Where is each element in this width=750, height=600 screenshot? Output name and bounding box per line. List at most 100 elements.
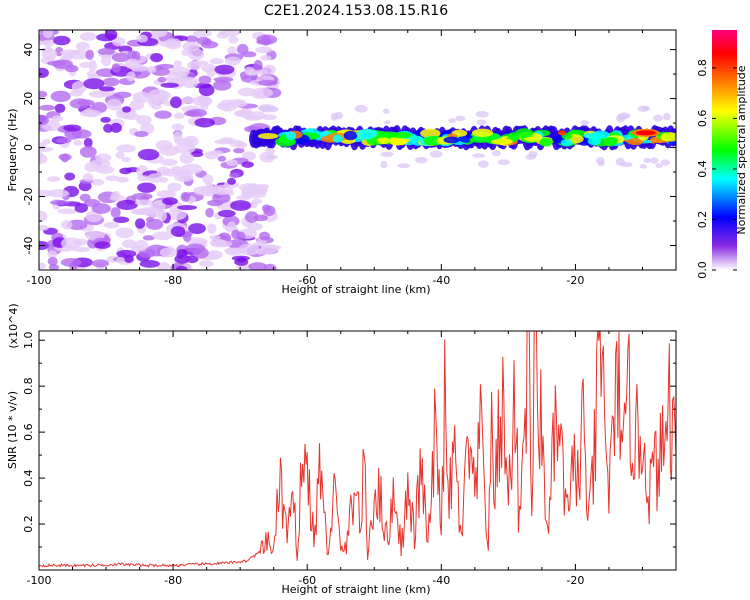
heatmap-halo-cell [618,112,631,120]
heatmap-noise-cell [216,31,229,39]
heatmap-noise-cell [202,174,214,185]
heatmap-noise-cell [175,265,188,270]
heatmap-noise-cell [156,189,177,199]
heatmap-noise-cell [236,256,247,263]
heatmap-noise-cell [230,200,252,211]
heatmap-noise-cell [73,139,83,147]
heatmap-noise-cell [57,208,78,215]
heatmap-noise-cell [253,59,263,72]
spectrogram-x-tick-label: -60 [298,274,316,287]
heatmap-noise-cell [50,199,69,206]
heatmap-noise-cell [205,207,214,218]
heatmap-noise-cell [174,254,191,264]
heatmap-noise-cell [213,76,234,83]
heatmap-noise-cell [64,172,76,181]
heatmap-noise-cell [160,82,180,88]
heatmap-halo-cell [650,157,659,164]
heatmap-noise-cell [206,250,223,260]
heatmap-noise-cell [110,122,122,133]
heatmap-noise-cell [39,104,56,111]
heatmap-noise-cell [115,151,125,159]
heatmap-noise-cell [159,145,179,156]
heatmap-peak-secondary [558,130,567,136]
heatmap-noise-cell [91,178,105,186]
heatmap-noise-cell [209,238,227,247]
heatmap-noise-cell [102,77,120,87]
snr-x-tick-label: -40 [432,574,450,587]
heatmap-peak [635,130,656,136]
heatmap-noise-cell [79,146,97,158]
heatmap-noise-cell [60,153,70,163]
snr-y-tick-label: 0.4 [22,469,35,487]
heatmap-noise-cell [248,262,268,270]
snr-frame [38,330,677,571]
heatmap-noise-cell [241,151,256,161]
heatmap-noise-cell [235,141,248,149]
spectrogram-y-axis: -40 -20 0 20 40 [22,43,676,271]
heatmap-noise-cell [226,159,238,167]
heatmap-noise-cell [134,130,149,138]
heatmap-halo-cell [448,118,457,124]
heatmap-noise-cell [85,49,94,61]
heatmap-halo-cell [643,157,652,163]
heatmap-noise-cell [190,151,204,158]
snr-y-tick-label: 0.2 [22,515,35,533]
heatmap-noise-cell [251,87,274,98]
heatmap-halo-cell [472,153,486,158]
heatmap-halo-cell [655,163,663,169]
heatmap-noise-cell [39,224,49,231]
heatmap-noise-cell [152,231,174,241]
heatmap-noise-cell [66,219,88,231]
heatmap-noise-cell [160,158,178,166]
heatmap-noise-cell [182,41,200,52]
colorbar-tick-label: 0.0 [696,261,709,279]
heatmap-noise-cell [104,30,118,41]
heatmap-noise-cell [229,172,240,179]
heatmap-noise-cell [241,161,254,168]
heatmap-noise-cell [103,221,120,229]
heatmap-noise-cell [255,69,269,75]
heatmap-noise-cell [236,43,249,55]
heatmap-noise-cell [209,58,224,65]
heatmap-band-cell [285,131,297,141]
heatmap-band-cell [332,134,344,143]
heatmap-halo-cell [475,110,489,118]
heatmap-noise-cell [227,46,237,56]
heatmap-noise-cell [188,223,206,234]
heatmap-noise-cell [97,48,116,56]
heatmap-halo-cell [525,154,537,160]
heatmap-noise-cell [47,256,58,266]
heatmap-noise-cell [257,79,278,86]
heatmap-noise-cell [154,110,172,119]
heatmap-noise-cell [54,103,66,113]
heatmap-noise-cell [236,194,252,201]
heatmap-halo-cell [268,106,279,113]
spectrogram-y-tick-label: -20 [22,188,35,206]
heatmap-noise-cell [177,204,198,211]
heatmap-noise-cell [91,203,111,214]
heatmap-noise-cell [134,199,154,206]
heatmap-halo-cell [397,163,411,169]
heatmap-noise-cell [39,153,48,165]
heatmap-noise-cell [60,258,82,267]
heatmap-noise-cell [116,199,138,210]
heatmap-band-cell [420,128,441,139]
heatmap-noise-cell [164,38,182,50]
heatmap-noise-cell [121,239,137,249]
heatmap-halo-cell [639,163,648,169]
spectrogram-y-tick-label: 0 [22,144,35,151]
heatmap-noise-cell [79,61,92,69]
heatmap-noise-cell [88,60,98,72]
snr-y-tick-label: 1.0 [22,331,35,349]
heatmap-noise-cell [198,75,212,85]
heatmap-noise-cell [51,115,63,122]
heatmap-noise-cell [217,155,227,162]
heatmap-halo-cell [477,160,489,168]
colorbar-tick-label: 0.2 [696,211,709,229]
heatmap-band-cell [390,131,413,139]
spectrogram-y-label: Frequency (Hz) [6,109,19,192]
heatmap-noise-cell [94,241,111,249]
heatmap-noise-cell [245,184,261,194]
heatmap-noise-cell [63,124,82,132]
heatmap-noise-cell [115,227,134,239]
